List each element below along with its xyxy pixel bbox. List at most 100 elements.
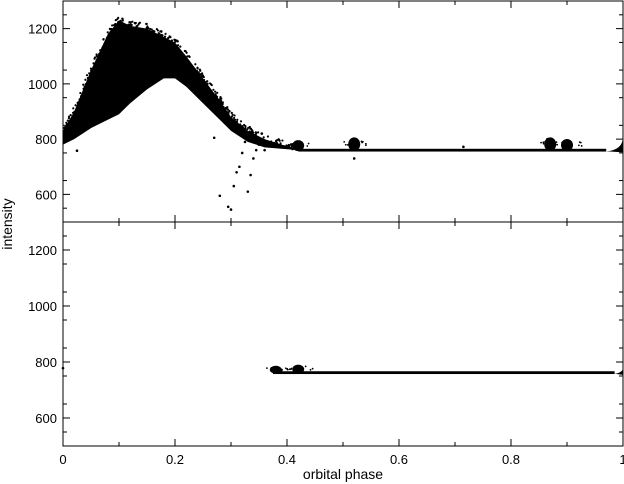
- data-point: [153, 30, 156, 33]
- outlier-point: [240, 151, 244, 155]
- data-point: [232, 116, 236, 120]
- data-point: [65, 123, 69, 126]
- plot-frame: [62, 221, 624, 447]
- data-point: [110, 27, 113, 31]
- data-point: [152, 32, 155, 35]
- outlier-point: [226, 205, 230, 209]
- data-point: [298, 141, 301, 144]
- y-tick-label: 600: [35, 411, 57, 426]
- data-point: [278, 367, 281, 370]
- data-point: [69, 113, 72, 117]
- data-point: [92, 62, 95, 65]
- data-point: [230, 115, 234, 118]
- outlier-point: [232, 184, 236, 188]
- data-point: [544, 140, 546, 143]
- data-point: [266, 135, 270, 138]
- data-point: [306, 145, 309, 147]
- data-point: [186, 55, 189, 58]
- data-point: [74, 104, 77, 107]
- data-point: [194, 63, 197, 66]
- data-point: [565, 143, 567, 145]
- bump: [348, 137, 361, 152]
- data-point: [232, 119, 235, 122]
- y-tick-label: 1000: [28, 299, 57, 314]
- data-point: [219, 96, 222, 99]
- outlier-point: [212, 136, 216, 140]
- data-point: [114, 22, 117, 26]
- data-point: [63, 126, 66, 130]
- data-point: [66, 119, 69, 122]
- data-point: [300, 142, 303, 145]
- data-point: [93, 57, 96, 60]
- data-point: [85, 74, 89, 77]
- data-point: [291, 143, 294, 145]
- data-point: [295, 366, 298, 369]
- data-point: [235, 120, 239, 123]
- outlier-point: [238, 165, 241, 169]
- data-point: [170, 39, 174, 42]
- data-point: [202, 80, 205, 83]
- data-point: [82, 87, 85, 90]
- data-point: [311, 367, 314, 370]
- data-point: [358, 143, 361, 146]
- data-point: [242, 128, 246, 131]
- data-point: [215, 94, 218, 98]
- data-point: [566, 145, 568, 147]
- data-point: [210, 83, 213, 86]
- bottom-panel: 600 800 1000 1200 0 0.2 0.4 0.6 0.8 1: [28, 221, 624, 467]
- data-point: [540, 141, 542, 144]
- outlier-point: [263, 148, 266, 152]
- outlier-point: [254, 148, 258, 152]
- data-point: [236, 118, 239, 121]
- outlier-point: [243, 140, 247, 144]
- data-point: [121, 21, 124, 25]
- data-point: [262, 136, 265, 139]
- data-point: [101, 46, 104, 49]
- data-point: [248, 130, 251, 133]
- data-point: [279, 142, 282, 145]
- data-point: [217, 98, 220, 102]
- data-point: [214, 90, 217, 93]
- data-point: [227, 112, 230, 116]
- data-point: [542, 142, 545, 145]
- outlier-point: [218, 194, 222, 198]
- data-point: [112, 24, 116, 27]
- data-point: [278, 139, 281, 142]
- tail: [614, 367, 623, 375]
- data-point: [241, 125, 244, 128]
- data-point: [226, 106, 229, 109]
- data-point: [239, 120, 243, 123]
- data-point: [164, 32, 167, 35]
- data-point: [364, 142, 367, 145]
- data-point: [146, 27, 149, 30]
- data-point: [270, 140, 273, 143]
- data-point: [169, 36, 172, 39]
- data-point: [84, 83, 87, 86]
- data-point: [102, 38, 105, 41]
- data-point: [156, 29, 160, 32]
- data-point: [193, 67, 196, 70]
- baseline-band: [273, 371, 615, 375]
- x-tick-label: 0.4: [278, 452, 296, 467]
- data-point: [284, 367, 287, 370]
- data-point: [219, 99, 223, 103]
- data-point: [344, 143, 347, 146]
- data-point: [247, 126, 250, 129]
- bump: [269, 365, 282, 374]
- data-point: [214, 93, 217, 96]
- outlier-point: [246, 190, 250, 193]
- data-point: [361, 141, 364, 144]
- data-point: [233, 114, 236, 117]
- data-point: [226, 108, 230, 111]
- data-point: [255, 132, 258, 135]
- data-point: [136, 27, 140, 30]
- x-tick-label: 0.8: [502, 452, 520, 467]
- data-point: [244, 125, 247, 128]
- data-point: [212, 88, 215, 91]
- data-point: [95, 53, 98, 56]
- data-point: [187, 60, 190, 63]
- bump: [544, 137, 557, 152]
- data-point: [231, 113, 234, 116]
- data-point: [285, 144, 288, 147]
